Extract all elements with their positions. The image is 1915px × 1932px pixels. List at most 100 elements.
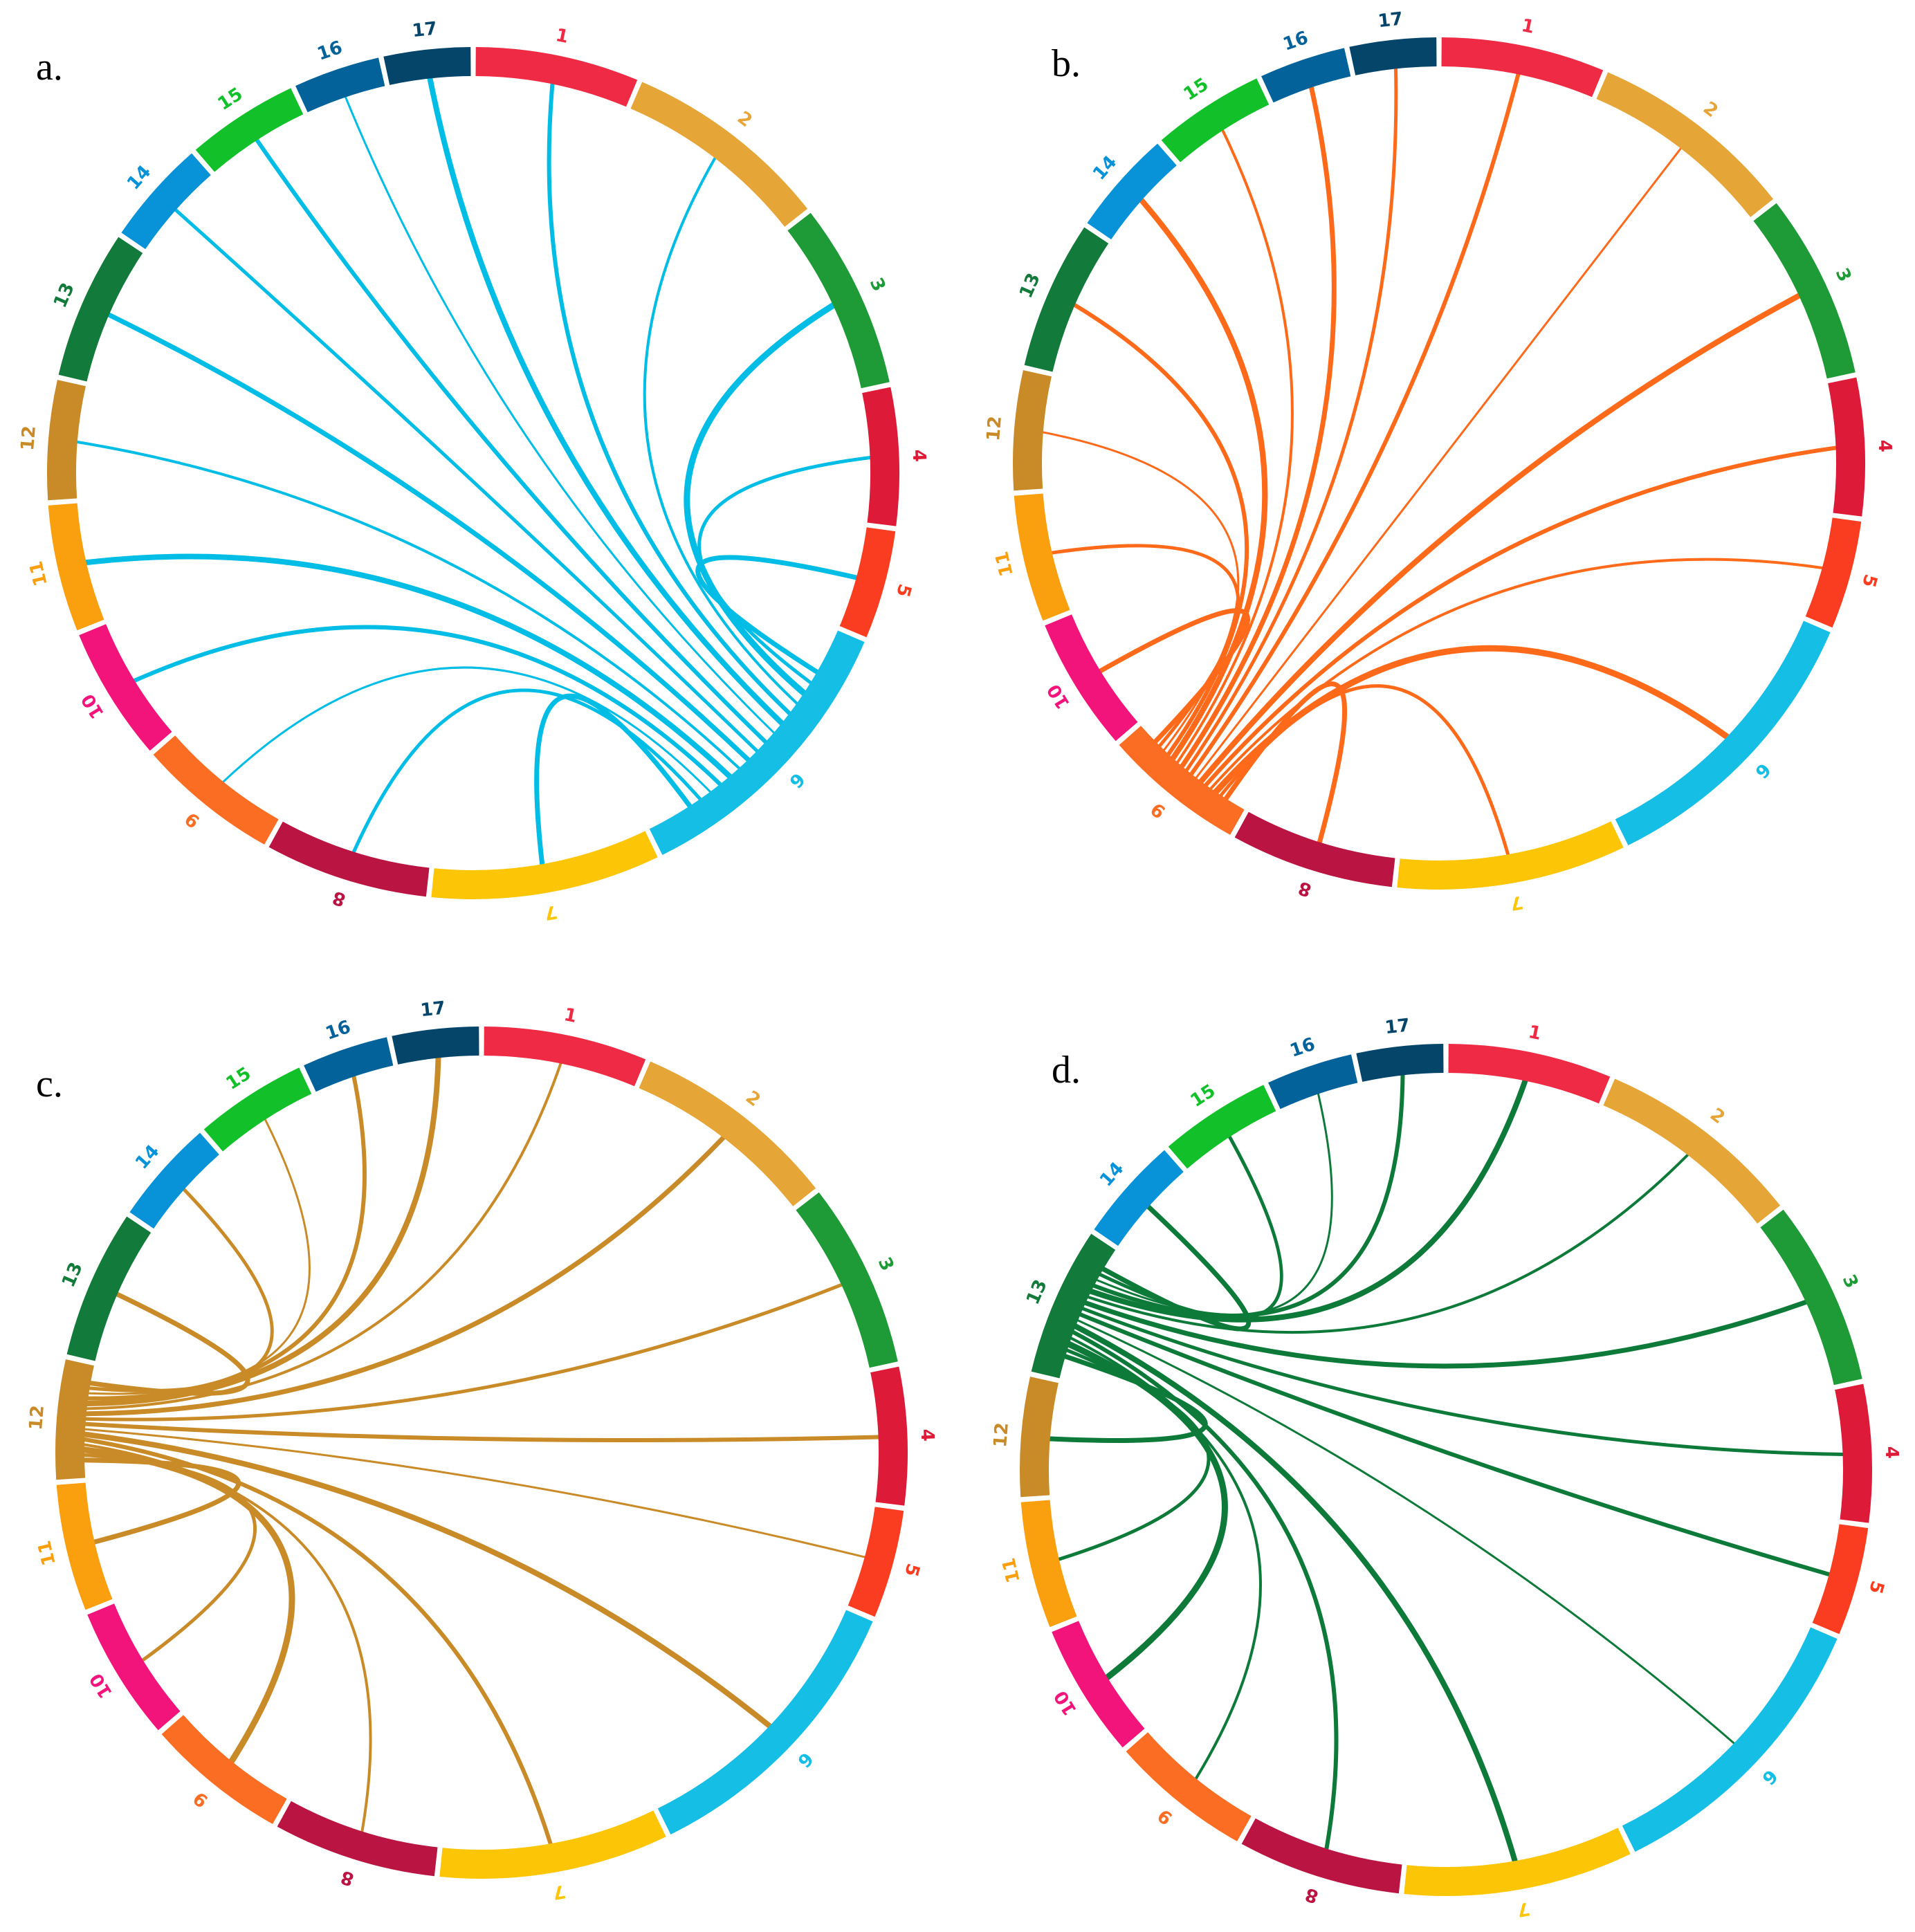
panel-label: a. (36, 46, 63, 89)
ring-segment (1013, 370, 1052, 491)
ring-segment (1261, 48, 1351, 103)
chord (344, 95, 775, 734)
ring-segment (1753, 203, 1856, 379)
chord (222, 666, 712, 793)
chord (88, 1291, 250, 1396)
segment-label: 14 (1096, 1158, 1128, 1190)
chord (1087, 1153, 1689, 1334)
segment-label: 9 (181, 808, 204, 832)
ring-segment (1835, 1383, 1872, 1523)
chord (132, 625, 722, 786)
ring-segment (129, 1132, 219, 1229)
chord (547, 82, 792, 716)
chord (84, 1428, 866, 1558)
segment-label: 10 (1043, 680, 1074, 712)
segment-label: 15 (223, 1063, 255, 1094)
ring-segment (1045, 614, 1138, 742)
segment-label: 8 (1296, 877, 1314, 901)
ring-segment (195, 88, 304, 172)
ring-segment (87, 1603, 181, 1731)
ring-segment (1622, 1627, 1838, 1852)
segment-label: 16 (1281, 28, 1311, 55)
chord (684, 302, 836, 697)
segment-label: 3 (1831, 265, 1856, 285)
ring-segment (431, 831, 658, 899)
segment-label: 12 (17, 425, 40, 451)
segment-label: 17 (1384, 1015, 1411, 1038)
segment-label: 1 (1520, 15, 1537, 38)
segment-label: 11 (26, 559, 51, 588)
segment-label: 7 (551, 1880, 567, 1903)
chord (1139, 197, 1268, 762)
segment-label: 2 (1706, 1104, 1729, 1128)
ring-segment (439, 1810, 666, 1879)
chord (82, 1437, 553, 1846)
segment-label: 7 (1515, 1897, 1531, 1920)
segment-label: 4 (908, 449, 930, 462)
ring-segment (1161, 78, 1270, 163)
segment-label: 7 (542, 901, 558, 923)
segment-label: 11 (34, 1538, 59, 1567)
ring-segment (657, 1610, 873, 1834)
ring-segment (383, 47, 471, 85)
chord (1184, 66, 1398, 772)
segment-label: 1 (562, 1004, 579, 1027)
chord (1070, 1336, 1262, 1781)
chord (1088, 1078, 1528, 1323)
ring-segment (48, 503, 104, 631)
chord (81, 1446, 295, 1765)
chord (351, 688, 702, 854)
segment-label: 8 (330, 887, 348, 910)
ring-segment (639, 1061, 816, 1206)
chord (1195, 147, 1682, 779)
chord (1098, 608, 1250, 744)
ring-segment (295, 57, 385, 113)
segment-label: 13 (50, 279, 79, 311)
segment-label: 12 (990, 1422, 1013, 1448)
panel-label: b. (1052, 42, 1081, 85)
ring-segment (1019, 1377, 1059, 1498)
ring-segment (870, 1366, 908, 1506)
ring-segment (1349, 37, 1437, 75)
segment-label: 2 (733, 107, 756, 131)
chord (83, 1443, 372, 1833)
segment-label: 10 (86, 1669, 116, 1702)
ring-segment (1020, 1500, 1077, 1628)
ring-segment (1241, 1818, 1402, 1894)
chord (1176, 129, 1294, 764)
ring-segment (277, 1801, 438, 1877)
ring-segment (1596, 72, 1774, 217)
ring-segment (1268, 1054, 1358, 1110)
segment-label: 8 (1303, 1884, 1321, 1907)
ring-segment (1615, 620, 1831, 845)
ring-segment (1031, 1233, 1116, 1379)
chord (84, 1055, 441, 1407)
segment-label: 9 (1147, 798, 1170, 822)
ring-segment (66, 1216, 152, 1361)
chord (174, 208, 759, 753)
segment-label: 11 (998, 1556, 1024, 1585)
segment-label: 17 (419, 997, 446, 1021)
chord (534, 693, 693, 867)
segment-label: 12 (983, 415, 1006, 441)
segment-label: 16 (315, 37, 345, 65)
segment-label: 15 (1187, 1080, 1220, 1112)
ring-segment (1014, 493, 1070, 621)
segment-label: 2 (1699, 98, 1722, 122)
chord (697, 455, 872, 685)
chord (1065, 1341, 1228, 1681)
segment-label: 16 (1288, 1034, 1318, 1062)
segment-label: 5 (1864, 1579, 1888, 1596)
ring-segment (304, 1037, 394, 1092)
ring-segment (1234, 811, 1395, 887)
segment-label: 17 (1377, 8, 1404, 32)
ring-segment (1441, 37, 1604, 98)
chord (1092, 1073, 1405, 1318)
panel-label: c. (36, 1062, 63, 1105)
chord (85, 1062, 562, 1410)
ring-segment (161, 1715, 287, 1824)
